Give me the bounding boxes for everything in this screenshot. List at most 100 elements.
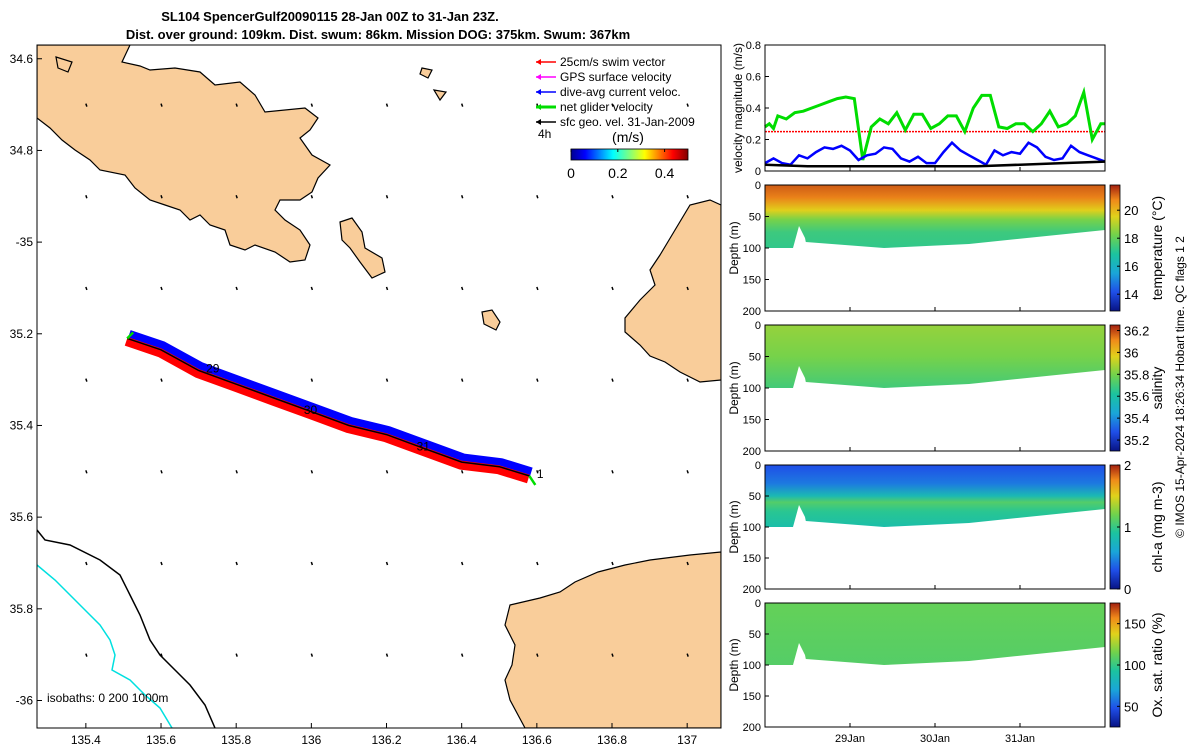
- geo-vector: [611, 561, 614, 566]
- velocity-series-line: [764, 160, 1106, 168]
- legend-arrowhead: [536, 59, 541, 65]
- geo-vector: [310, 378, 314, 382]
- colorbar-tick-label: 35.4: [1124, 411, 1149, 426]
- lon-tick-label: 136: [301, 733, 321, 747]
- geo-vector: [85, 195, 88, 199]
- legend-arrowhead: [536, 119, 541, 125]
- legend-arrowhead: [536, 89, 541, 95]
- yorke-peninsula: [37, 45, 331, 263]
- depth-ytick-label: 50: [749, 491, 761, 503]
- interval-label: 4h: [538, 127, 551, 141]
- geo-vector: [460, 103, 464, 107]
- island-4: [432, 89, 448, 102]
- colorbar-tick-label: 0: [1124, 582, 1131, 597]
- colorbar-tick-label: 0: [567, 165, 575, 181]
- day-label: 31: [417, 440, 431, 454]
- legend-arrowhead: [536, 104, 541, 110]
- geo-vector: [536, 286, 539, 291]
- geo-vector: [235, 561, 238, 566]
- island-5: [481, 309, 501, 331]
- depth-ytick-label: 100: [743, 660, 761, 672]
- geo-vector: [536, 195, 539, 199]
- day-label: 29: [206, 362, 220, 376]
- depth-ylabel: Depth (m): [727, 638, 741, 691]
- colorbar-label: chl-a (mg m-3): [1149, 481, 1165, 572]
- geo-vector: [611, 195, 614, 199]
- colorbar-tick-label: 14: [1124, 287, 1138, 302]
- lat-tick-label: 35.6: [10, 510, 34, 524]
- geo-vector: [160, 378, 163, 382]
- legend-label: dive-avg current veloc.: [560, 85, 681, 99]
- depth-ytick-label: 200: [743, 306, 761, 318]
- geo-vector: [686, 195, 689, 199]
- colorbar-tick-label: 18: [1124, 231, 1138, 246]
- panel-2: 0 50 100 150 200 Depth (m) 35.2 35.4 35.6 35.8 36 3…: [727, 320, 1165, 458]
- net-velocity-start: [126, 331, 135, 340]
- lat-tick-label: 34.6: [10, 52, 34, 66]
- depth-ytick-label: 150: [743, 415, 761, 427]
- map-panel: 29 30 31 1 135.4 135.6 135.8 136 136.2 136.4 136.…: [10, 44, 722, 747]
- geo-vector: [611, 286, 614, 291]
- geo-vector: [686, 470, 689, 474]
- velocity-ylabel: velocity magnitude (m/s): [731, 43, 745, 173]
- lon-tick-label: 135.4: [71, 733, 101, 747]
- day-label: 30: [304, 403, 318, 417]
- geo-vector: [310, 103, 314, 107]
- geo-vector: [385, 195, 389, 199]
- geo-vector: [235, 653, 238, 657]
- lon-tick-label: 135.6: [146, 733, 176, 747]
- geo-vector: [85, 561, 88, 566]
- current-velocity-band: [127, 330, 533, 477]
- depth-ytick-label: 150: [743, 275, 761, 287]
- velocity-ytick-label: 0.2: [746, 135, 761, 147]
- geo-vector: [686, 561, 689, 566]
- island-1: [339, 217, 386, 279]
- island-2: [55, 56, 73, 73]
- map-frame: [36, 44, 722, 729]
- colorbar-label: salinity: [1149, 367, 1165, 410]
- geo-vector: [85, 378, 88, 382]
- colorbar-tick-label: 100: [1124, 658, 1146, 673]
- depth-ytick-label: 200: [743, 722, 761, 734]
- lon-tick-label: 136.2: [372, 733, 402, 747]
- lon-tick-label: 137: [677, 733, 697, 747]
- geo-vector: [686, 103, 689, 107]
- geo-vector: [536, 653, 539, 657]
- colorbar-tick-label: 35.2: [1124, 433, 1149, 448]
- geo-velocity-vectors: [85, 103, 689, 657]
- geo-vector: [235, 470, 238, 474]
- colorbar-tick-label: 1: [1124, 520, 1131, 535]
- geo-vector: [385, 470, 389, 474]
- isobath-200m: [37, 529, 216, 728]
- lon-tick-label: 136.8: [597, 733, 627, 747]
- velocity-ytick-label: 0.6: [746, 72, 761, 84]
- isobath-1000m: [37, 564, 173, 728]
- colorbar-tick-label: 16: [1124, 259, 1138, 274]
- colorbar-unit: (m/s): [612, 129, 644, 145]
- lon-tick-label: 135.8: [221, 733, 251, 747]
- colorbar-tick-label: 0.4: [655, 165, 675, 181]
- lat-tick-label: 35.4: [10, 418, 34, 432]
- heatmap-body: [765, 465, 1105, 527]
- geo-vector: [310, 561, 314, 566]
- geo-vector: [611, 103, 614, 107]
- geo-vector: [460, 378, 464, 382]
- legend-label: GPS surface velocity: [560, 70, 671, 84]
- glider-track: [124, 330, 537, 486]
- depth-ytick-label: 0: [755, 180, 761, 192]
- lat-tick-label: -36: [16, 693, 34, 707]
- geo-vector: [385, 561, 389, 566]
- geo-vector: [385, 653, 389, 657]
- depth-ytick-label: 150: [743, 691, 761, 703]
- colorbar-tick-label: 36: [1124, 345, 1138, 360]
- island-3: [419, 67, 433, 79]
- geo-vector: [460, 653, 464, 657]
- geo-vector: [160, 470, 163, 474]
- speed-colorbar-ticks: 0 0.2 0.4: [567, 149, 675, 181]
- geo-vector: [310, 286, 314, 291]
- lat-tick-label: 34.8: [10, 143, 34, 157]
- day-label: 1: [537, 467, 544, 481]
- geo-vector: [536, 378, 539, 382]
- geo-vector: [536, 561, 539, 566]
- legend-label: sfc geo. vel. 31-Jan-2009: [560, 115, 695, 129]
